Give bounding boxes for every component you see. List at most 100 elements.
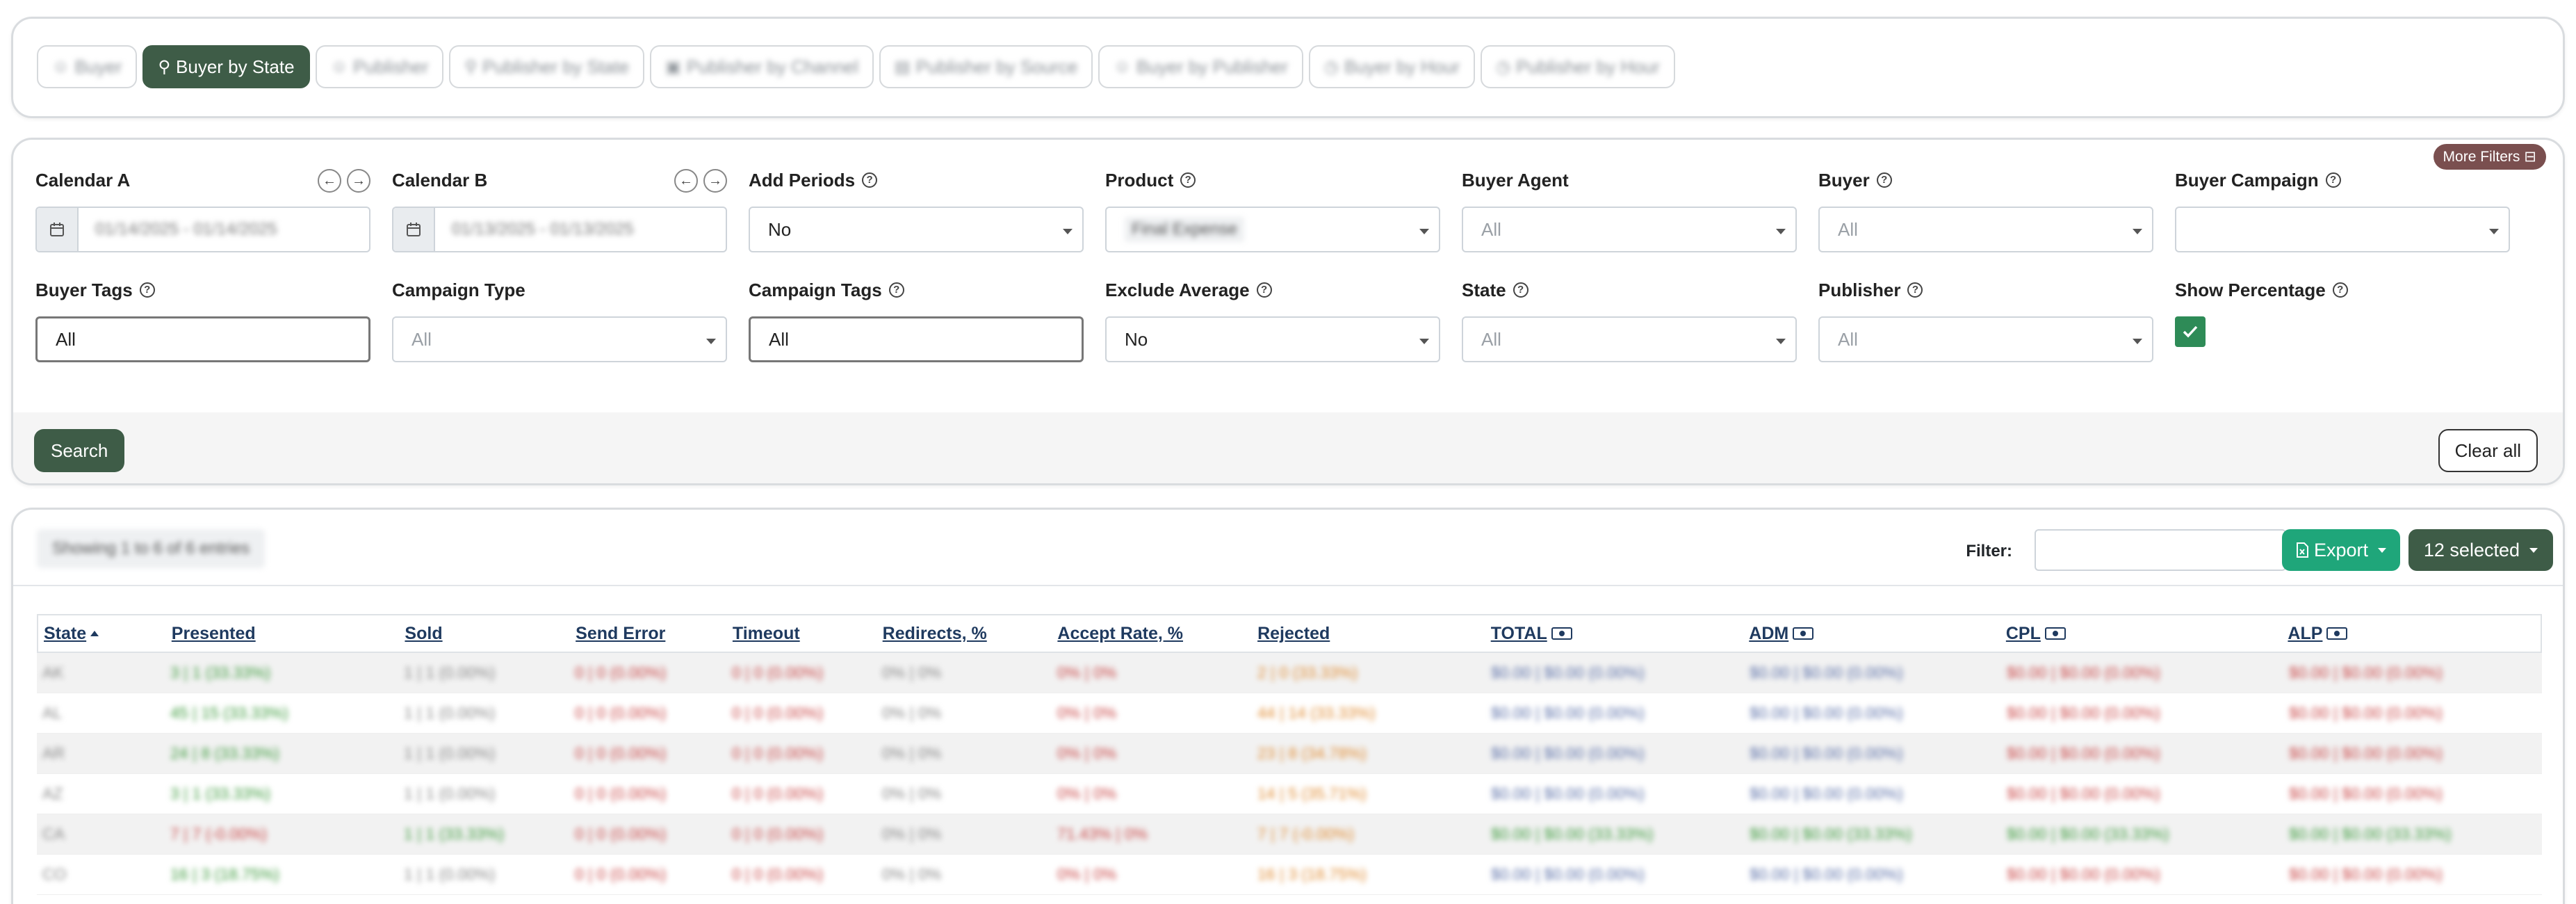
column-header-send-error[interactable]: Send Error <box>570 624 727 644</box>
table-row: CA 7 | 7 (-0.00%) 1 | 1 (33.33%) 0 | 0 (0.0… <box>37 814 2542 855</box>
help-icon[interactable]: ? <box>1513 282 1529 298</box>
buyer-tags-input[interactable]: All <box>35 316 370 362</box>
add-periods-value: No <box>768 218 792 240</box>
publisher-field: Publisher? All <box>1818 271 2153 380</box>
table-cell: 24 | 8 (33.33%) <box>170 744 279 762</box>
campaign-type-select[interactable]: All <box>392 316 727 362</box>
table-cell: 0% | 0% <box>882 865 942 883</box>
calendar-b-prev-icon[interactable]: ← <box>674 169 698 193</box>
clear-all-button[interactable]: Clear all <box>2438 429 2538 472</box>
source-icon: ▤ <box>894 57 911 76</box>
buyer-label: Buyer <box>1818 169 1870 191</box>
table-cell: AL <box>42 704 63 722</box>
help-icon[interactable]: ? <box>2325 172 2341 188</box>
column-header-state[interactable]: State <box>38 624 166 644</box>
calendar-a-input[interactable]: 01/14/2025 - 01/14/2025 <box>35 207 370 252</box>
export-button[interactable]: Export <box>2281 529 2400 571</box>
tab-buyer-by-publisher[interactable]: ☺ Buyer by Publisher <box>1098 45 1304 88</box>
help-icon[interactable]: ? <box>2332 282 2348 298</box>
column-header-presented[interactable]: Presented <box>166 624 400 644</box>
table-cell: 0 | 0 (0.00%) <box>575 784 667 802</box>
product-value: Final Expense <box>1125 217 1245 242</box>
column-header-label: Accept Rate, % <box>1057 623 1184 643</box>
chevron-down-icon <box>1419 229 1429 234</box>
product-select[interactable]: Final Expense <box>1105 207 1440 252</box>
column-header-redirects[interactable]: Redirects, % <box>877 624 1052 644</box>
table-cell: $0.00 | $0.00 (0.00%) <box>2289 865 2443 883</box>
help-icon[interactable]: ? <box>862 172 878 188</box>
column-header-sold[interactable]: Sold <box>399 624 570 644</box>
tab-buyer-by-state[interactable]: ⚲ Buyer by State <box>142 45 310 88</box>
filter-input[interactable] <box>2035 529 2286 571</box>
tab-label: Publisher <box>353 56 429 77</box>
table-cell: 0% | 0% <box>1057 744 1117 762</box>
tab-publisher-by-hour[interactable]: ◷ Publisher by Hour <box>1481 45 1675 88</box>
tab-buyer[interactable]: ☺ Buyer <box>37 45 138 88</box>
show-percentage-checkbox[interactable] <box>2175 316 2206 347</box>
column-header-alp[interactable]: ALP <box>2282 624 2541 644</box>
table-cell: 0 | 0 (0.00%) <box>732 784 824 802</box>
columns-selected-button[interactable]: 12 selected <box>2408 529 2553 571</box>
help-icon[interactable]: ? <box>1907 282 1923 298</box>
help-icon[interactable]: ? <box>1180 172 1196 188</box>
map-pin-icon: ⚲ <box>464 57 478 76</box>
search-button[interactable]: Search <box>34 429 125 472</box>
table-cell: AR <box>42 744 65 762</box>
table-cell: 1 | 1 (0.00%) <box>404 865 496 883</box>
campaign-type-field: Campaign Type All <box>392 271 727 380</box>
tab-label: Publisher by State <box>482 56 630 77</box>
buyer-agent-select[interactable]: All <box>1462 207 1797 252</box>
column-header-total[interactable]: TOTAL <box>1485 624 1744 644</box>
calendar-b-input[interactable]: 01/13/2025 - 01/13/2025 <box>392 207 727 252</box>
exclude-average-select[interactable]: No <box>1105 316 1440 362</box>
table-cell: $0.00 | $0.00 (0.00%) <box>1750 784 1903 802</box>
state-select[interactable]: All <box>1462 316 1797 362</box>
table-cell: 1 | 1 (0.00%) <box>404 784 496 802</box>
tab-publisher-by-source[interactable]: ▤ Publisher by Source <box>879 45 1093 88</box>
table-cell: $0.00 | $0.00 (0.00%) <box>2007 663 2160 681</box>
table-cell: AZ <box>42 784 63 802</box>
campaign-tags-label: Campaign Tags <box>749 279 882 300</box>
table-cell: AK <box>42 663 64 681</box>
calendar-a-prev-icon[interactable]: ← <box>318 169 341 193</box>
money-icon <box>1551 627 1572 640</box>
table-row: AZ 3 | 1 (33.33%) 1 | 1 (0.00%) 0 | 0 (0.00… <box>37 774 2542 814</box>
filter-label: Filter: <box>1966 542 2012 560</box>
table-body: AK 3 | 1 (33.33%) 1 | 1 (0.00%) 0 | 0 (0.00… <box>37 653 2542 895</box>
table-cell: 14 | 5 (35.71%) <box>1257 784 1367 802</box>
add-periods-select[interactable]: No <box>749 207 1084 252</box>
column-header-accept-rate[interactable]: Accept Rate, % <box>1052 624 1252 644</box>
buyer-campaign-select[interactable] <box>2175 207 2510 252</box>
table-cell: 0 | 0 (0.00%) <box>575 704 667 722</box>
help-icon[interactable]: ? <box>1256 282 1272 298</box>
column-header-label: State <box>44 623 87 643</box>
help-icon[interactable]: ? <box>1876 172 1892 188</box>
help-icon[interactable]: ? <box>139 282 155 298</box>
column-header-label: Send Error <box>576 623 666 643</box>
table-cell: $0.00 | $0.00 (0.00%) <box>2007 704 2160 722</box>
tab-buyer-by-hour[interactable]: ◷ Buyer by Hour <box>1309 45 1476 88</box>
clock-icon: ◷ <box>1324 57 1339 76</box>
campaign-tags-input[interactable]: All <box>749 316 1084 362</box>
table-cell: 1 | 1 (0.00%) <box>404 704 496 722</box>
table-cell: 2 | 0 (33.33%) <box>1257 663 1358 681</box>
help-icon[interactable]: ? <box>888 282 904 298</box>
add-periods-field: Add Periods? No <box>749 161 1084 271</box>
column-header-adm[interactable]: ADM <box>1743 624 2000 644</box>
more-filters-button[interactable]: More Filters ⊟ <box>2433 144 2546 170</box>
tab-publisher[interactable]: ☺ Publisher <box>315 45 444 88</box>
buyer-tags-label: Buyer Tags <box>35 279 133 300</box>
calendar-b-next-icon[interactable]: → <box>703 169 727 193</box>
calendar-a-next-icon[interactable]: → <box>347 169 370 193</box>
column-header-label: TOTAL <box>1490 623 1547 643</box>
column-header-timeout[interactable]: Timeout <box>727 624 877 644</box>
publisher-select[interactable]: All <box>1818 316 2153 362</box>
tab-publisher-by-channel[interactable]: ▣ Publisher by Channel <box>650 45 874 88</box>
calendar-a-label: Calendar A <box>35 169 131 191</box>
column-header-rejected[interactable]: Rejected <box>1252 624 1485 644</box>
tab-publisher-by-state[interactable]: ⚲ Publisher by State <box>449 45 645 88</box>
buyer-select[interactable]: All <box>1818 207 2153 252</box>
table-cell: CA <box>42 825 65 843</box>
column-header-label: Sold <box>405 623 443 643</box>
column-header-cpl[interactable]: CPL <box>2000 624 2283 644</box>
